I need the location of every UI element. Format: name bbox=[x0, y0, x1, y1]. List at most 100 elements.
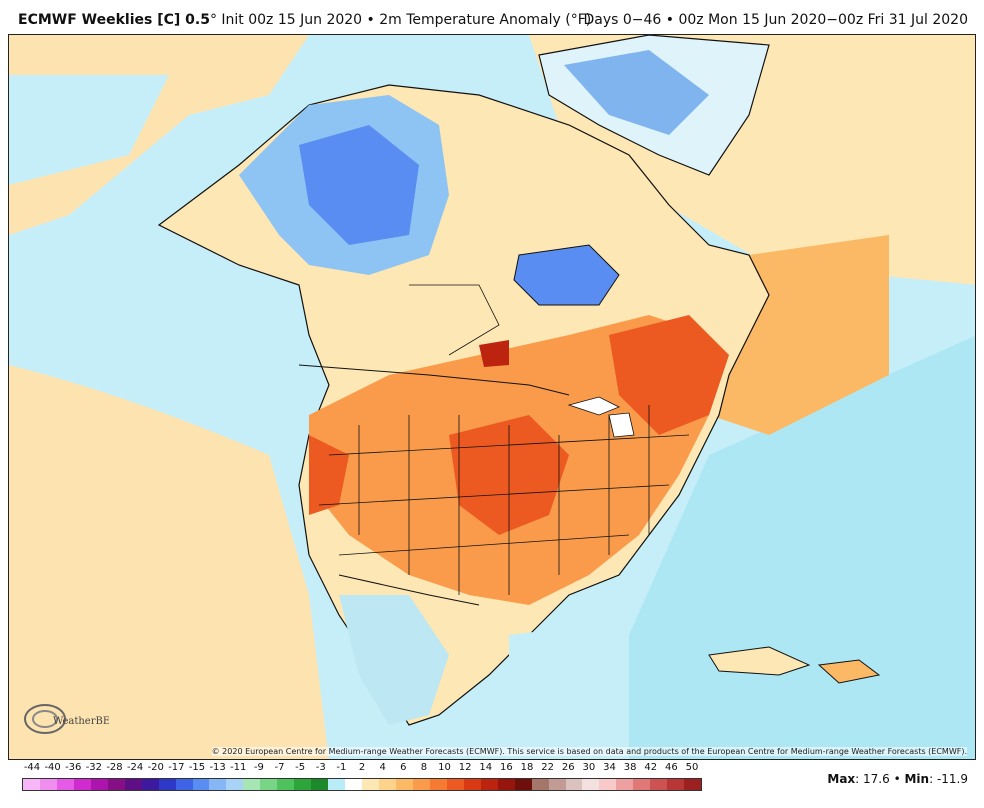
colorbar-tick-label: -20 bbox=[147, 762, 164, 773]
colorbar-swatch bbox=[616, 779, 634, 790]
colorbar-tick-label: 16 bbox=[500, 762, 513, 773]
degree-symbol: ° bbox=[209, 12, 217, 28]
great-lakes bbox=[567, 396, 635, 438]
prairie-hot-spot bbox=[479, 340, 509, 367]
colorbar-swatch bbox=[328, 779, 346, 790]
colorbar-tick-label: 18 bbox=[520, 762, 534, 773]
state-borders-vertical bbox=[358, 405, 650, 595]
colorbar-tick-label: 6 bbox=[400, 762, 407, 773]
colorbar-swatch bbox=[243, 779, 261, 790]
colorbar-tick-label: -11 bbox=[230, 762, 247, 773]
colorbar-tick-label: -7 bbox=[274, 762, 285, 773]
colorbar-swatch bbox=[480, 779, 498, 790]
colorbar-tick-label: -9 bbox=[253, 762, 264, 773]
mexico-cool-area bbox=[339, 595, 449, 725]
atlantic-cool-area bbox=[629, 335, 975, 759]
colorbar-swatch bbox=[514, 779, 532, 790]
colorbar-tick-label: -28 bbox=[106, 762, 123, 773]
colorbar-tick-label: -24 bbox=[126, 762, 144, 773]
colorbar-tick-label: -13 bbox=[209, 762, 226, 773]
colorbar-swatch bbox=[73, 779, 91, 790]
colorbar-tick-label: -36 bbox=[65, 762, 82, 773]
weatherbell-logo: WeatherBELL bbox=[23, 697, 109, 741]
colorbar-swatch bbox=[497, 779, 515, 790]
colorbar-swatch bbox=[56, 779, 74, 790]
colorbar-tick-label: 22 bbox=[541, 762, 554, 773]
colorbar-swatch bbox=[362, 779, 380, 790]
colorbar-tick-label: -40 bbox=[44, 762, 61, 773]
colorbar-tick-label: 50 bbox=[685, 762, 699, 773]
colorbar-tick-label: 30 bbox=[582, 762, 596, 773]
state-borders-horizontal bbox=[318, 434, 690, 556]
colorbar-swatch bbox=[39, 779, 57, 790]
colorbar-swatch bbox=[294, 779, 312, 790]
colorbar-tick-labels: -44 -40 -36 -32 -28 -24 -20 -17 -15 -13 -11 -9 -7 -5-… bbox=[22, 762, 702, 776]
weatherbell-logo-graphic: WeatherBELL bbox=[24, 704, 109, 734]
northeast-hot-anomaly bbox=[609, 315, 729, 435]
colorbar-swatch bbox=[90, 779, 108, 790]
colorbar-swatch bbox=[175, 779, 193, 790]
max-value: 17.6 bbox=[863, 772, 890, 786]
colorbar-tick-label: -5 bbox=[295, 762, 306, 773]
west-coast-hot-anomaly bbox=[309, 435, 349, 515]
colorbar-swatch bbox=[412, 779, 430, 790]
svg-text:WeatherBELL: WeatherBELL bbox=[53, 716, 109, 727]
colorbar-swatch bbox=[141, 779, 159, 790]
hispaniola bbox=[817, 659, 881, 684]
colorbar-swatch bbox=[633, 779, 651, 790]
stats-separator: • bbox=[893, 772, 901, 786]
colorbar-swatch bbox=[531, 779, 549, 790]
map-header: ECMWF Weeklies [C] 0.5° Init 00z 15 Jun … bbox=[0, 0, 984, 34]
colorbar-swatch bbox=[667, 779, 685, 790]
colorbar-swatch bbox=[209, 779, 227, 790]
colorbar-tick-label: -3 bbox=[315, 762, 326, 773]
min-value: -11.9 bbox=[936, 772, 968, 786]
colorbar-swatch bbox=[124, 779, 142, 790]
colorbar-swatch bbox=[446, 779, 464, 790]
cuba bbox=[708, 646, 811, 676]
colorbar-tick-label: 12 bbox=[458, 762, 472, 773]
colorbar-swatch bbox=[395, 779, 413, 790]
colorbar-swatch bbox=[158, 779, 176, 790]
pacific-warm-area bbox=[9, 365, 329, 759]
colorbar-swatch bbox=[107, 779, 125, 790]
map-title: ECMWF Weeklies [C] 0.5° Init 00z 15 Jun … bbox=[18, 12, 591, 28]
colorbar-swatch bbox=[260, 779, 278, 790]
max-min-stats: Max: 17.6 • Min: -11.9 bbox=[827, 772, 968, 786]
title-bullet: • bbox=[366, 12, 375, 28]
us-mexico-border bbox=[338, 574, 480, 606]
colorbar-swatch bbox=[599, 779, 617, 790]
colorbar-swatch bbox=[650, 779, 668, 790]
colorbar-legend: -44 -40 -36 -32 -28 -24 -20 -17 -15 -13 -11 -9 -7 -5-… bbox=[22, 762, 702, 802]
colorbar-swatch bbox=[345, 779, 363, 790]
colorbar-tick-label: -32 bbox=[85, 762, 103, 773]
colorbar-tick-label: 46 bbox=[665, 762, 678, 773]
colorbar-tick-label: 34 bbox=[603, 762, 616, 773]
min-label: Min bbox=[904, 772, 930, 786]
colorbar-tick-label: 8 bbox=[420, 762, 428, 773]
colorbar-swatch bbox=[429, 779, 447, 790]
colorbar-swatch bbox=[565, 779, 583, 790]
model-name: ECMWF Weeklies [C] 0.5 bbox=[18, 12, 210, 28]
bering-cool-area bbox=[9, 75, 169, 185]
field-name: 2m Temperature Anomaly (°F) bbox=[379, 12, 592, 28]
colorbar-swatch bbox=[277, 779, 295, 790]
init-time: Init 00z 15 Jun 2020 bbox=[221, 12, 363, 28]
northwest-strong-cool-anomaly bbox=[299, 125, 419, 245]
colorbar-swatch bbox=[226, 779, 244, 790]
colorbar-tick-label: -15 bbox=[188, 762, 206, 773]
colorbar-swatches bbox=[22, 778, 702, 791]
colorbar-swatch bbox=[379, 779, 396, 790]
colorbar-tick-label: 2 bbox=[358, 762, 366, 773]
map-canvas bbox=[9, 35, 975, 759]
colorbar-swatch bbox=[582, 779, 600, 790]
colorbar-tick-label: 14 bbox=[479, 762, 493, 773]
colorbar-tick-label: 4 bbox=[379, 762, 386, 773]
greenland-cool-anomaly bbox=[564, 50, 709, 135]
province-border bbox=[409, 284, 500, 356]
colorbar-tick-label: -1 bbox=[336, 762, 347, 773]
colorbar-tick-label: 42 bbox=[644, 762, 658, 773]
colorbar-swatch bbox=[311, 779, 329, 790]
colorbar-tick-label: -44 bbox=[23, 762, 41, 773]
us-canada-border bbox=[298, 364, 570, 396]
